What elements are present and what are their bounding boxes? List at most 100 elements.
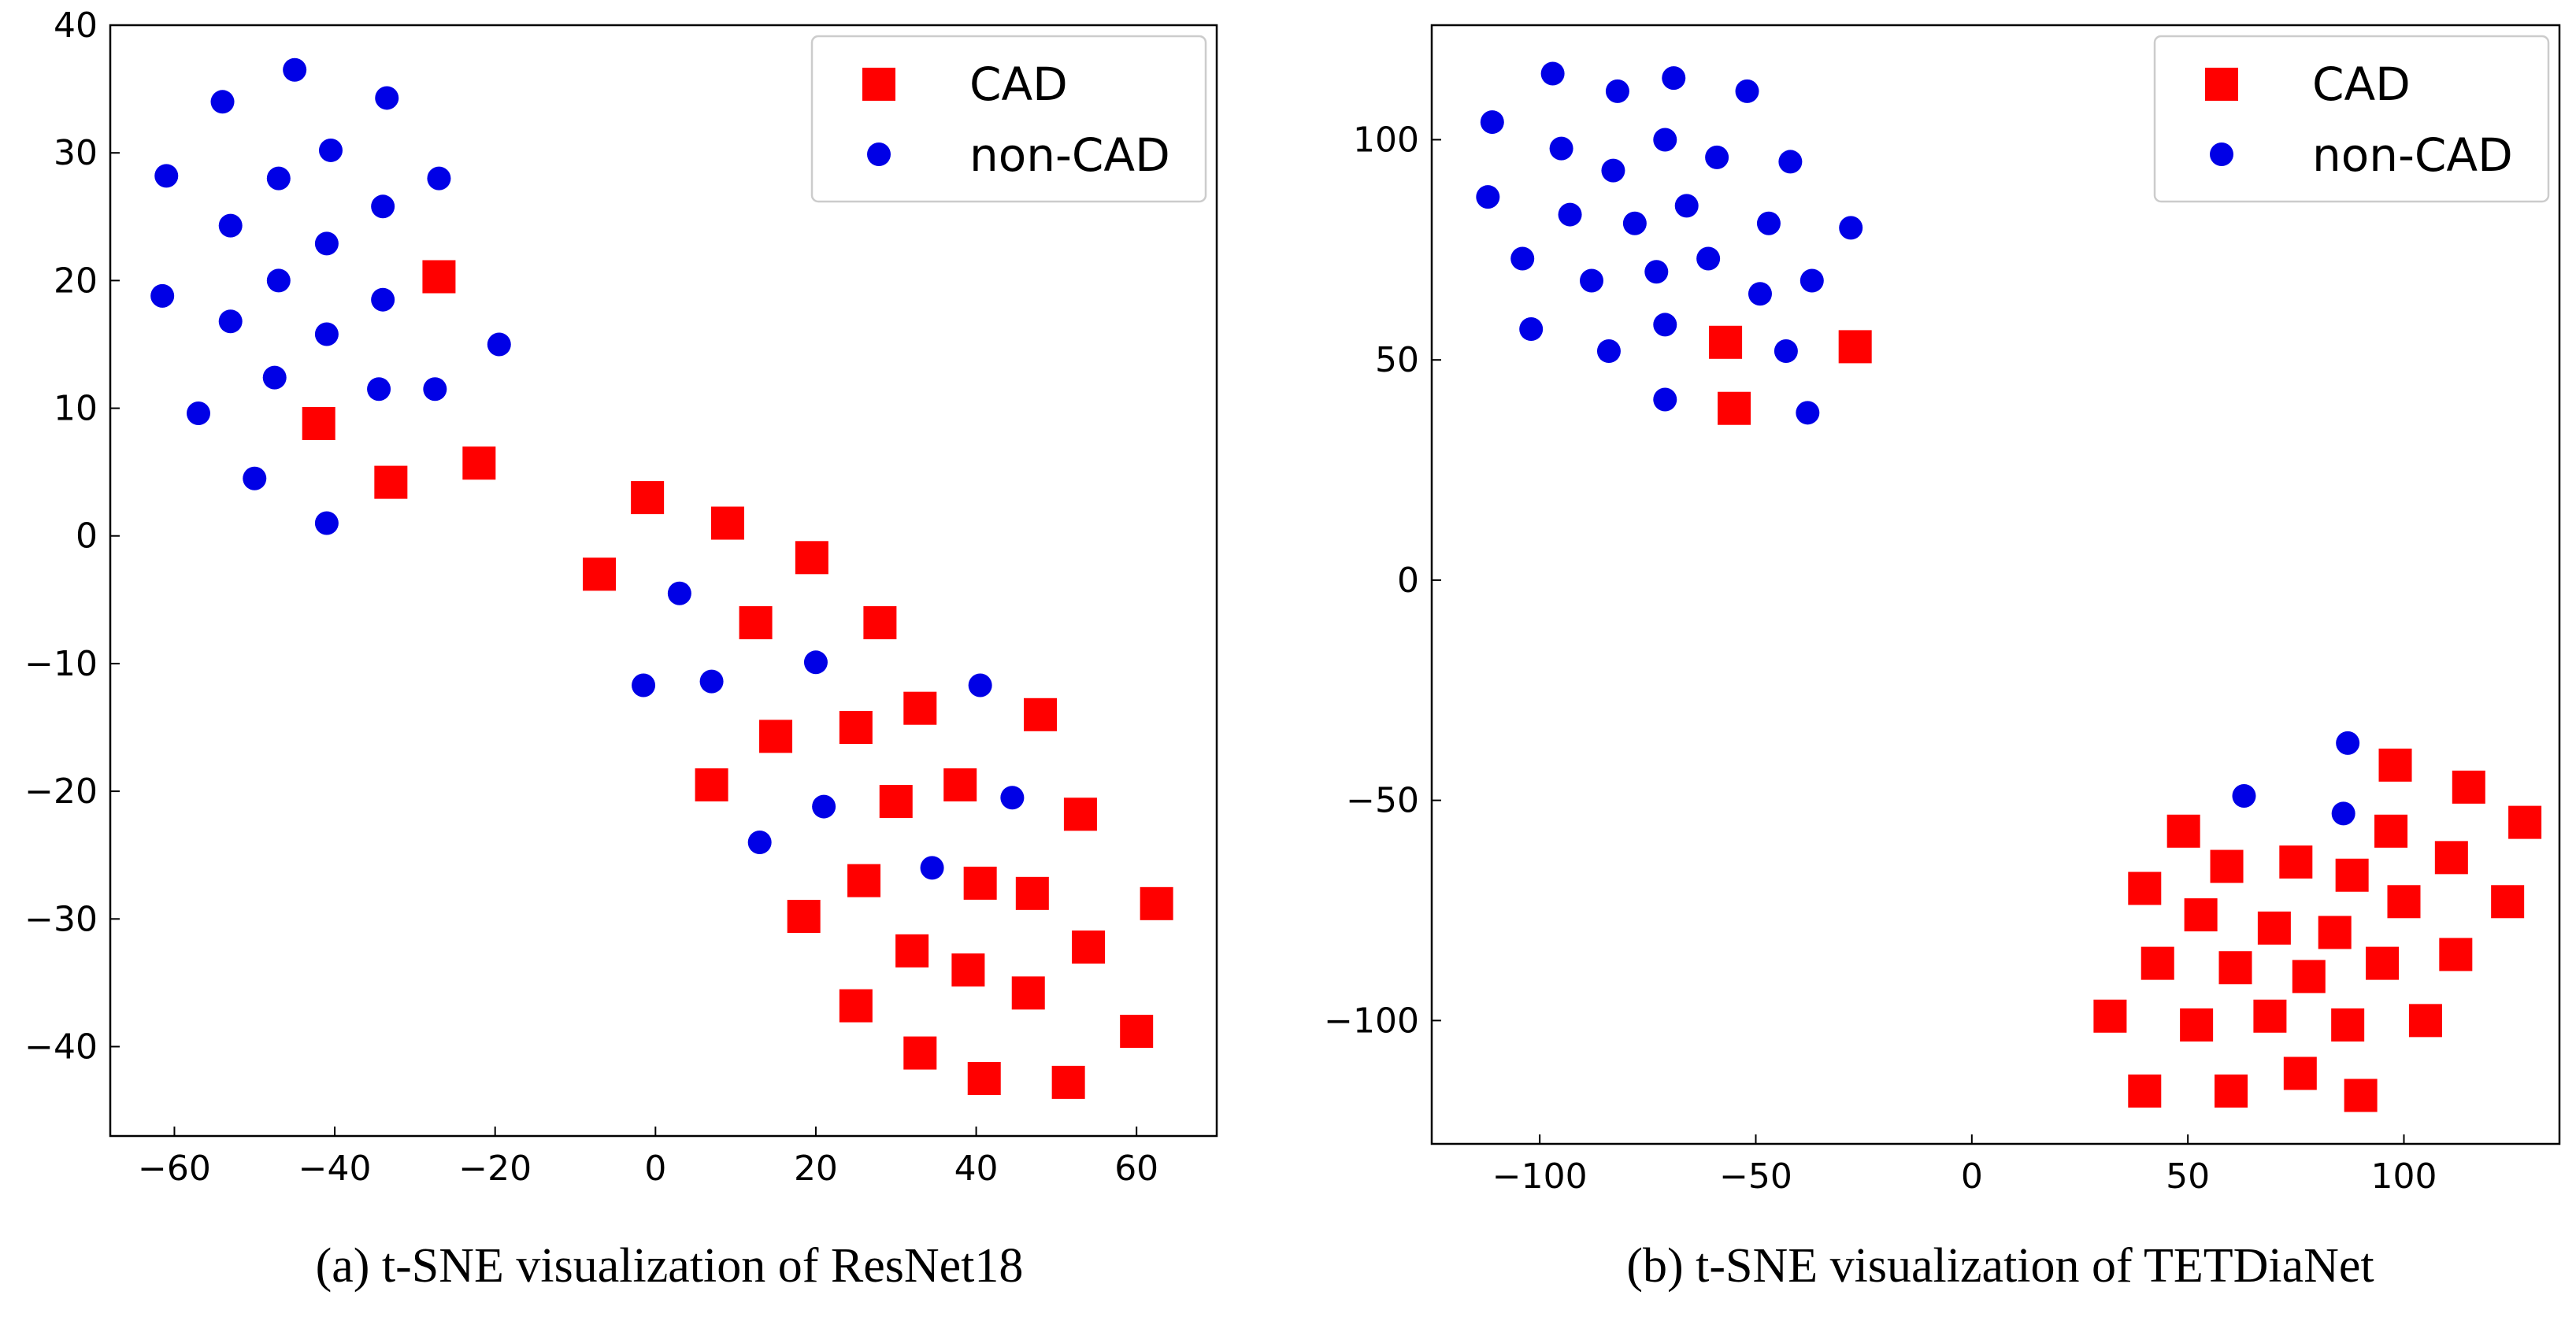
cad-point xyxy=(1015,876,1049,910)
cad-point xyxy=(2283,1056,2317,1090)
legend-box xyxy=(810,35,1207,203)
non-cad-point xyxy=(803,650,828,675)
non-cad-point xyxy=(1705,145,1729,169)
cad-point xyxy=(2215,1074,2248,1108)
cad-point xyxy=(2128,1074,2162,1108)
x-tick-label: 0 xyxy=(1961,1156,1983,1197)
cad-point xyxy=(710,506,744,540)
cad-point xyxy=(1709,325,1743,359)
plot-frame xyxy=(109,24,1218,1138)
x-tick-label: 0 xyxy=(644,1149,666,1189)
non-cad-point xyxy=(371,287,395,312)
cad-point xyxy=(2166,814,2200,848)
non-cad-point xyxy=(1674,194,1699,218)
legend-non-cad-marker xyxy=(2210,142,2233,166)
cad-point xyxy=(759,720,793,753)
legend-cad-marker xyxy=(862,68,895,101)
non-cad-point xyxy=(1799,268,1824,293)
non-cad-point xyxy=(314,511,339,535)
non-cad-point xyxy=(747,830,772,854)
legend-cad-marker xyxy=(2205,68,2238,101)
y-tick-label: −100 xyxy=(1324,1001,1419,1041)
cad-point xyxy=(2279,845,2313,879)
y-tick-label: 0 xyxy=(1397,561,1419,601)
cad-point xyxy=(839,711,873,745)
cad-point xyxy=(1120,1015,1154,1049)
cad-point xyxy=(583,557,617,591)
y-tick-label: 100 xyxy=(1353,120,1419,160)
legend-box xyxy=(2153,35,2550,203)
cad-point xyxy=(2140,946,2174,980)
y-tick-label: 30 xyxy=(54,133,98,173)
cad-point xyxy=(2434,841,2468,875)
chart-tetdianet: −100 −50 0 50 100 −100 −50 0 50 100 CAD non-CAD xyxy=(1324,24,2561,1197)
cad-point xyxy=(2210,849,2244,883)
non-cad-point xyxy=(667,581,691,605)
chart-resnet18: −60 −40 −20 0 20 40 60 −40 −30 −20 −10 0 10 20 30 40 CAD… xyxy=(24,6,1218,1189)
x-tick-label: 40 xyxy=(954,1149,999,1189)
y-tick-label: −10 xyxy=(24,644,98,684)
cad-point xyxy=(2292,960,2326,994)
non-cad-point xyxy=(1480,110,1504,135)
cad-point xyxy=(2335,858,2369,892)
cad-point xyxy=(2491,885,2525,919)
legend-cad-label: CAD xyxy=(969,57,1068,111)
cad-point xyxy=(2344,1079,2378,1112)
non-cad-point xyxy=(699,669,724,694)
legend-non-cad-label: non-CAD xyxy=(969,128,1170,182)
y-tick-label: 40 xyxy=(54,6,98,46)
cad-point xyxy=(631,481,665,515)
non-cad-point xyxy=(1796,401,1820,425)
x-tick-label: −20 xyxy=(458,1149,532,1189)
non-cad-point xyxy=(1653,313,1677,337)
non-cad-point xyxy=(371,194,395,219)
cad-point xyxy=(2508,805,2542,839)
non-cad-point xyxy=(218,213,243,238)
x-tick-label: 100 xyxy=(2370,1156,2437,1197)
cad-point xyxy=(951,953,985,987)
y-tick-label: 10 xyxy=(54,389,98,429)
non-cad-point xyxy=(318,138,343,162)
cad-point xyxy=(787,900,821,934)
non-cad-point xyxy=(262,365,287,390)
cad-point xyxy=(2378,748,2412,782)
cad-point xyxy=(695,768,728,801)
non-cad-point xyxy=(1596,339,1621,363)
non-cad-point xyxy=(375,86,399,110)
y-tick-label: 0 xyxy=(76,516,98,557)
non-cad-point xyxy=(812,794,836,819)
non-cad-point xyxy=(1605,79,1629,103)
non-cad-point xyxy=(1601,158,1625,183)
y-tick-label: −50 xyxy=(1346,781,1419,821)
legend: CAD non-CAD xyxy=(810,35,1207,203)
cad-point xyxy=(2253,999,2287,1033)
non-cad-point xyxy=(920,856,944,880)
non-cad-point xyxy=(266,268,291,293)
cad-point xyxy=(863,606,897,640)
non-cad-point xyxy=(1774,339,1798,363)
plot-frame xyxy=(1430,24,2561,1145)
non-cad-point xyxy=(1735,79,1759,103)
non-cad-point xyxy=(1519,317,1544,342)
cad-point xyxy=(903,691,937,725)
non-cad-point xyxy=(1778,150,1803,174)
x-tick-label: 50 xyxy=(2166,1156,2210,1197)
non-cad-point xyxy=(2331,801,2355,826)
legend-cad-label: CAD xyxy=(2312,57,2411,111)
cad-point xyxy=(795,541,828,575)
non-cad-point xyxy=(218,309,243,334)
cad-point xyxy=(1063,797,1097,831)
cad-point xyxy=(2318,916,2352,949)
non-cad-point xyxy=(1756,211,1781,235)
cad-point xyxy=(1051,1065,1085,1099)
x-tick-label: −40 xyxy=(298,1149,372,1189)
non-cad-point xyxy=(1696,246,1721,271)
cad-point xyxy=(1011,976,1045,1010)
non-cad-point xyxy=(1549,136,1573,161)
y-tick-label: 20 xyxy=(54,261,98,301)
cad-point xyxy=(739,606,773,640)
cad-point xyxy=(903,1036,937,1070)
non-cad-point xyxy=(427,166,451,191)
non-cad-point xyxy=(283,57,307,82)
